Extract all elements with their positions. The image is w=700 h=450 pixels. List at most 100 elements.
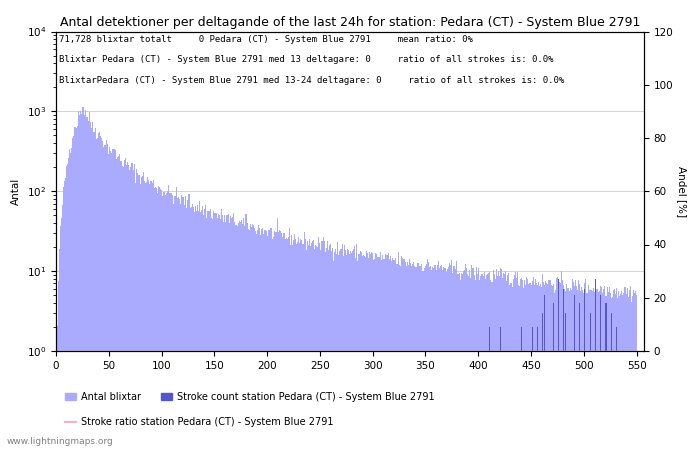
Bar	[149, 184, 150, 450]
Bar	[151, 183, 153, 450]
Bar	[219, 215, 220, 450]
Bar	[542, 274, 543, 450]
Bar	[350, 251, 351, 450]
Bar	[439, 268, 440, 450]
Bar	[236, 225, 237, 450]
Bar	[277, 218, 278, 450]
Bar	[99, 132, 100, 450]
Bar	[147, 177, 148, 450]
Bar	[117, 158, 118, 450]
Bar	[463, 270, 464, 450]
Bar	[499, 276, 500, 450]
Bar	[250, 224, 251, 450]
Bar	[337, 242, 338, 450]
Bar	[175, 196, 176, 450]
Bar	[416, 263, 418, 450]
Bar	[239, 221, 240, 450]
Bar	[595, 279, 596, 450]
Bar	[228, 214, 229, 450]
Bar	[333, 261, 334, 450]
Bar	[558, 285, 559, 450]
Bar	[127, 162, 128, 450]
Bar	[64, 181, 65, 450]
Bar	[271, 228, 272, 450]
Bar	[311, 243, 312, 450]
Bar	[521, 327, 522, 450]
Bar	[479, 280, 480, 450]
Bar	[200, 212, 201, 450]
Bar	[491, 282, 493, 450]
Bar	[466, 268, 467, 450]
Bar	[370, 254, 371, 450]
Bar	[262, 229, 263, 450]
Bar	[364, 256, 365, 450]
Bar	[631, 302, 632, 450]
Bar	[420, 266, 421, 450]
Bar	[144, 181, 145, 450]
Bar	[377, 257, 379, 450]
Bar	[626, 294, 627, 450]
Bar	[409, 259, 410, 450]
Bar	[398, 265, 400, 450]
Bar	[136, 173, 138, 450]
Bar	[104, 145, 105, 450]
Bar	[464, 270, 465, 450]
Bar	[374, 259, 375, 450]
Bar	[257, 230, 258, 450]
Bar	[366, 251, 367, 450]
Bar	[362, 256, 363, 450]
Bar	[528, 284, 529, 450]
Bar	[201, 210, 202, 450]
Bar	[636, 295, 637, 450]
Bar	[291, 235, 292, 450]
Bar	[516, 351, 517, 450]
Bar	[234, 222, 235, 450]
Bar	[204, 209, 205, 450]
Bar	[442, 270, 443, 450]
Bar	[508, 273, 510, 450]
Text: BlixtarPedara (CT) - System Blue 2791 med 13-24 deltagare: 0     ratio of all st: BlixtarPedara (CT) - System Blue 2791 me…	[59, 76, 564, 85]
Bar	[519, 286, 520, 450]
Bar	[336, 254, 337, 450]
Bar	[284, 239, 286, 450]
Bar	[591, 290, 592, 450]
Bar	[384, 259, 385, 450]
Bar	[163, 192, 164, 450]
Bar	[542, 313, 543, 450]
Bar	[304, 238, 306, 450]
Bar	[392, 258, 393, 450]
Bar	[321, 242, 323, 450]
Bar	[602, 293, 603, 450]
Bar	[338, 255, 339, 450]
Bar	[352, 252, 354, 450]
Bar	[391, 261, 392, 450]
Bar	[599, 291, 600, 450]
Bar	[319, 243, 321, 450]
Bar	[603, 289, 604, 450]
Bar	[505, 271, 506, 450]
Bar	[494, 274, 495, 450]
Bar	[288, 237, 289, 450]
Bar	[471, 265, 472, 450]
Bar	[176, 187, 177, 450]
Bar	[263, 234, 265, 450]
Bar	[302, 243, 304, 450]
Bar	[158, 186, 159, 450]
Bar	[620, 294, 622, 450]
Text: 71,728 blixtar totalt     0 Pedara (CT) - System Blue 2791     mean ratio: 0%: 71,728 blixtar totalt 0 Pedara (CT) - Sy…	[59, 35, 473, 44]
Bar	[209, 209, 211, 450]
Bar	[529, 283, 531, 450]
Bar	[356, 244, 358, 450]
Bar	[111, 153, 113, 450]
Bar	[523, 288, 524, 450]
Bar	[592, 292, 593, 450]
Bar	[159, 187, 160, 450]
Bar	[194, 212, 195, 450]
Bar	[445, 268, 446, 450]
Bar	[448, 267, 449, 450]
Bar	[346, 249, 348, 450]
Bar	[188, 194, 190, 450]
Bar	[510, 283, 512, 450]
Bar	[438, 261, 439, 450]
Bar	[553, 284, 554, 450]
